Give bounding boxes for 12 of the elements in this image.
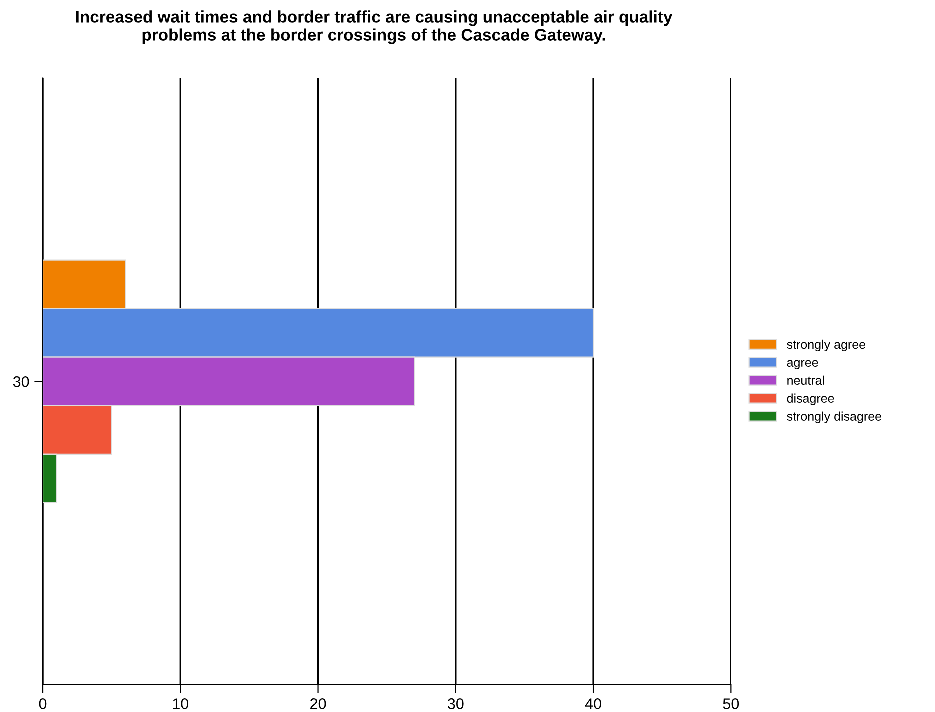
chart-title: Increased wait times and border traffic are causing unacceptable air quality problems at the border crossings of the Cascade Gateway. [76,10,673,44]
x-tick-label: 10 [173,698,189,710]
legend-label: strongly agree [787,340,866,352]
legend-label: disagree [787,394,834,406]
x-tick-label: 30 [448,698,464,710]
x-tick-label: 0 [39,698,47,710]
legend-label: strongly disagree [787,412,882,424]
legend-label: neutral [788,376,824,386]
legend-label: agree [787,360,818,370]
x-tick-label: 20 [310,698,326,710]
x-tick-label: 50 [723,698,740,710]
x-tick-label: 40 [585,698,602,710]
